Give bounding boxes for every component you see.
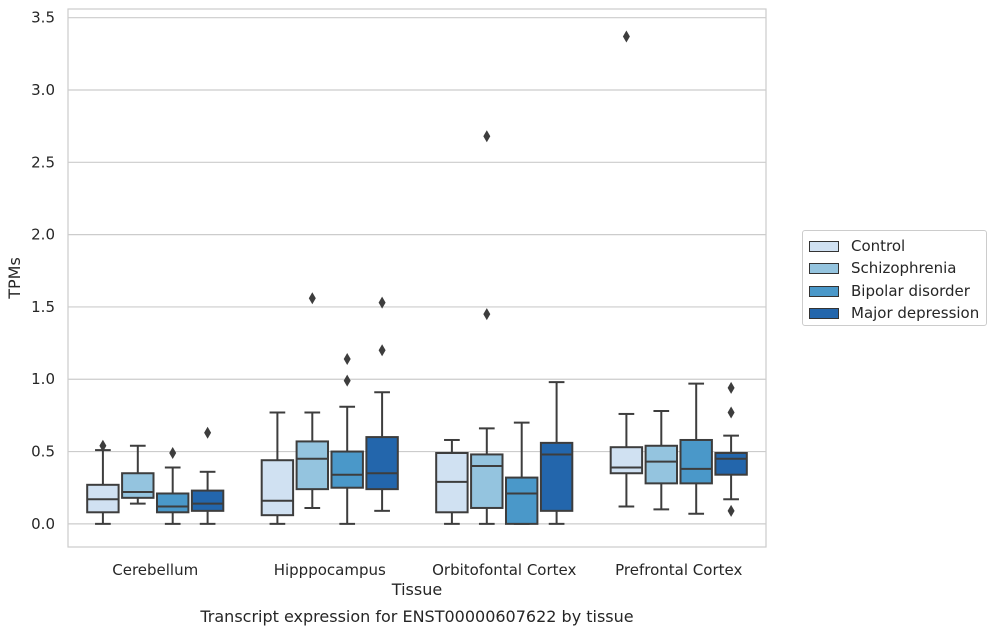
outlier-marker — [727, 381, 735, 394]
x-tick-labels: Cerebellum Hipppocampus Orbitofontal Corte… — [112, 561, 742, 579]
outlier-marker — [727, 504, 735, 517]
box-body — [539, 441, 574, 512]
box-3-0 — [190, 426, 225, 525]
legend-swatch-bipolar-disorder — [809, 285, 839, 297]
y-tick-label: 2.0 — [31, 226, 55, 244]
legend-label-major-depression: Major depression — [851, 304, 980, 322]
outlier-marker — [483, 130, 491, 143]
box-1-3 — [644, 410, 679, 511]
legend-item-control: Control — [809, 236, 905, 256]
outlier-marker — [378, 296, 386, 309]
box-2-3 — [679, 382, 713, 515]
y-tick-label: 3.0 — [31, 81, 55, 99]
box-body — [121, 472, 155, 499]
outlier-marker — [343, 352, 351, 365]
legend: Control Schizophrenia Bipolar disorder M… — [802, 230, 987, 326]
box-3-1 — [365, 296, 399, 512]
box-body — [155, 492, 190, 514]
outlier-marker — [483, 308, 491, 321]
y-axis-label: TPMs — [5, 257, 24, 300]
outlier-marker — [99, 439, 107, 452]
y-tick-label: 0.5 — [31, 443, 55, 461]
legend-swatch-schizophrenia — [809, 262, 839, 274]
x-tick-label: Cerebellum — [112, 561, 198, 579]
legend-label-control: Control — [851, 237, 906, 255]
outlier-marker — [727, 406, 735, 419]
legend-item-schizophrenia: Schizophrenia — [809, 258, 956, 278]
outlier-marker — [343, 374, 351, 387]
outlier-marker — [169, 446, 177, 459]
y-tick-label: 1.0 — [31, 370, 55, 388]
box-1-0 — [121, 444, 155, 505]
box-body — [714, 451, 748, 476]
box-body — [330, 450, 364, 489]
box-body — [679, 438, 713, 485]
box-body — [470, 453, 504, 509]
box-2-0 — [155, 446, 190, 525]
outlier-marker — [308, 292, 316, 305]
box-2-2 — [504, 421, 539, 525]
y-tick-label: 1.5 — [31, 298, 55, 316]
y-tick-label: 2.5 — [31, 153, 55, 171]
box-0-3 — [609, 30, 644, 508]
x-tick-label: Orbitofontal Cortex — [432, 561, 576, 579]
box-body — [295, 440, 330, 491]
x-tick-label: Hipppocampus — [274, 561, 386, 579]
legend-item-major-depression: Major depression — [809, 303, 979, 323]
box-3-2 — [539, 381, 574, 525]
y-tick-label: 3.5 — [31, 9, 55, 27]
outlier-marker — [378, 344, 386, 357]
box-body — [644, 444, 679, 485]
box-1-1 — [295, 292, 330, 509]
x-axis-label: Tissue — [391, 580, 442, 599]
box-0-1 — [260, 411, 295, 525]
box-0-2 — [435, 438, 469, 525]
box-body — [260, 459, 295, 517]
box-2-1 — [330, 352, 364, 525]
x-tick-label: Prefrontal Cortex — [615, 561, 742, 579]
box-body — [190, 489, 225, 512]
box-body — [504, 476, 539, 525]
outlier-marker — [622, 30, 630, 43]
boxes-layer — [86, 30, 748, 525]
box-body — [365, 436, 399, 491]
box-body — [609, 446, 644, 475]
chart-caption: Transcript expression for ENST0000060762… — [199, 607, 633, 626]
y-tick-label: 0.0 — [31, 515, 55, 533]
legend-label-schizophrenia: Schizophrenia — [851, 259, 957, 277]
box-3-3 — [714, 381, 748, 517]
legend-swatch-control — [809, 240, 839, 252]
legend-label-bipolar-disorder: Bipolar disorder — [851, 282, 970, 300]
box-0-0 — [86, 439, 120, 525]
y-tick-labels: 0.0 0.5 1.0 1.5 2.0 2.5 3.0 3.5 — [31, 9, 55, 533]
box-1-2 — [470, 130, 504, 525]
legend-swatch-major-depression — [809, 307, 839, 319]
legend-item-bipolar-disorder: Bipolar disorder — [809, 281, 970, 301]
outlier-marker — [204, 426, 212, 439]
